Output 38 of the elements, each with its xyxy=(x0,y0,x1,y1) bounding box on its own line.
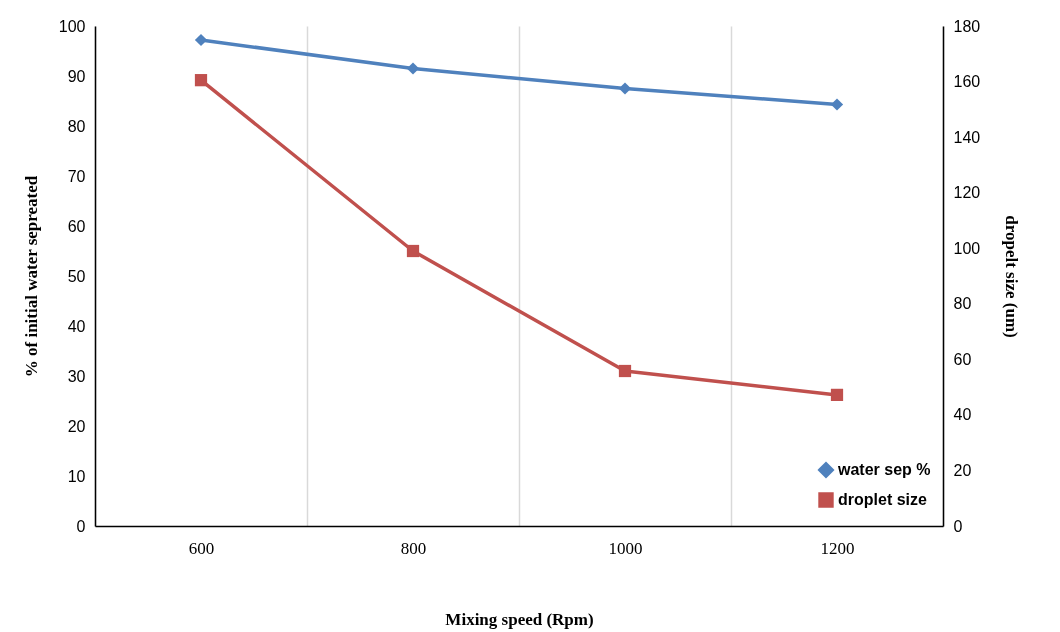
y-tick-label: 50 xyxy=(67,267,86,285)
y-tick-label: 30 xyxy=(67,367,86,385)
point xyxy=(830,388,844,402)
x-axis-title: Mixing speed (Rpm) xyxy=(445,609,594,629)
y-axis-title: % of initial water sepreated xyxy=(21,175,41,378)
x-tick-label: 800 xyxy=(400,538,427,558)
y-tick-label: 90 xyxy=(67,67,86,85)
y2-tick-label: 120 xyxy=(953,184,981,202)
point xyxy=(406,244,420,258)
y2-tick-label: 0 xyxy=(953,517,963,535)
y-tick-label: 0 xyxy=(76,517,86,535)
point xyxy=(618,82,632,95)
y-tick-label: 20 xyxy=(67,417,86,435)
y-tick-label: 10 xyxy=(67,467,86,485)
y2-tick-label: 140 xyxy=(953,128,981,146)
y-tick-label: 60 xyxy=(67,217,86,235)
point xyxy=(194,33,208,47)
legend-label: droplet size xyxy=(838,491,928,508)
point xyxy=(194,74,208,87)
point xyxy=(618,364,632,378)
x-tick-label: 1000 xyxy=(608,538,643,558)
y2-tick-label: 80 xyxy=(953,295,972,313)
y2-tick-label: 40 xyxy=(953,406,972,424)
point xyxy=(830,98,844,111)
y2-tick-label: 20 xyxy=(953,461,972,479)
y2-axis-title: dropelt size (um) xyxy=(1002,215,1022,338)
y-tick-label: 80 xyxy=(67,117,86,135)
x-tick-label: 1200 xyxy=(820,538,855,558)
y2-tick-label: 180 xyxy=(953,17,981,35)
y2-tick-label: 100 xyxy=(953,239,981,257)
x-tick-label: 600 xyxy=(188,538,215,558)
y-tick-label: 70 xyxy=(67,167,86,185)
legend-label: water sep % xyxy=(837,461,931,478)
y-tick-label: 100 xyxy=(58,17,86,35)
point xyxy=(406,62,420,75)
y2-tick-label: 160 xyxy=(953,73,981,91)
y-tick-label: 40 xyxy=(67,317,86,335)
y2-tick-label: 60 xyxy=(953,350,972,368)
